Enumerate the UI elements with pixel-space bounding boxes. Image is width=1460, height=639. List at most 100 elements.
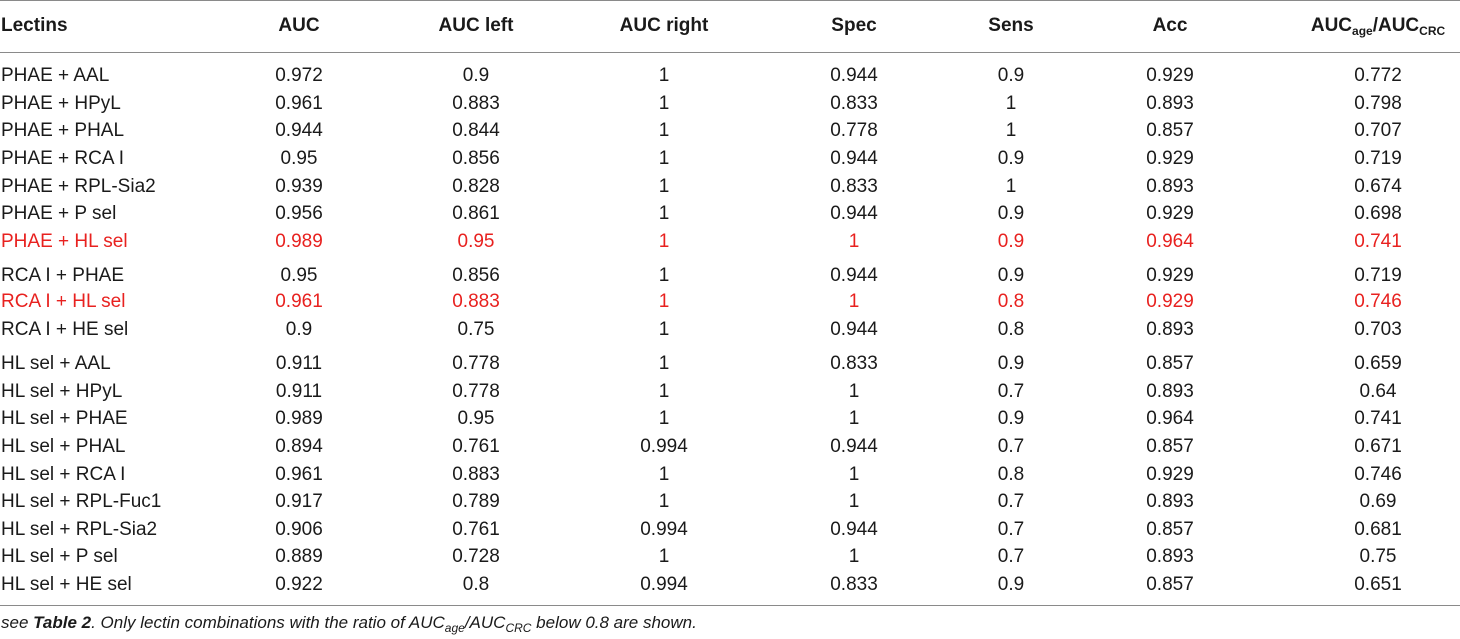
cell-lectins: HL sel + AAL xyxy=(1,353,111,374)
cell-acc: 0.929 xyxy=(1146,65,1194,86)
cell-lectins: HL sel + P sel xyxy=(1,546,118,567)
cell-auc-left: 0.883 xyxy=(452,93,500,114)
cell-auc-left: 0.75 xyxy=(457,319,495,340)
cell-auc-right: 1 xyxy=(658,464,670,485)
cell-sens: 0.8 xyxy=(997,319,1025,340)
cell-auc-left: 0.761 xyxy=(452,436,500,457)
cell-auc: 0.961 xyxy=(275,464,323,485)
cell-auc-ratio: 0.671 xyxy=(1354,436,1402,457)
cell-sens: 0.7 xyxy=(997,546,1025,567)
cell-spec: 0.833 xyxy=(830,176,878,197)
cell-acc: 0.964 xyxy=(1146,408,1194,429)
cell-auc: 0.911 xyxy=(275,381,323,402)
cell-sens: 0.9 xyxy=(997,65,1025,86)
cell-spec: 1 xyxy=(848,546,860,567)
cell-auc-left: 0.728 xyxy=(452,546,500,567)
header-acc: Acc xyxy=(1152,15,1188,36)
cell-lectins: PHAE + RPL-Sia2 xyxy=(1,176,156,197)
cell-spec: 1 xyxy=(848,231,860,252)
cell-lectins: HL sel + HPyL xyxy=(1,381,123,402)
cell-auc: 0.95 xyxy=(280,265,318,286)
cell-auc-ratio: 0.698 xyxy=(1354,203,1402,224)
header-lectins: Lectins xyxy=(1,15,68,36)
header-sens: Sens xyxy=(988,15,1034,36)
cell-auc-right: 0.994 xyxy=(640,436,688,457)
cell-lectins: HL sel + PHAE xyxy=(1,408,128,429)
cell-auc: 0.917 xyxy=(275,491,323,512)
cell-auc-left: 0.778 xyxy=(452,381,500,402)
cell-sens: 0.8 xyxy=(997,291,1025,312)
cell-spec: 0.944 xyxy=(830,265,878,286)
table-bottom-rule xyxy=(0,605,1460,606)
cell-auc-ratio: 0.659 xyxy=(1354,353,1402,374)
cell-acc: 0.929 xyxy=(1146,464,1194,485)
cell-spec: 1 xyxy=(848,291,860,312)
cell-acc: 0.857 xyxy=(1146,436,1194,457)
cell-sens: 0.9 xyxy=(997,408,1025,429)
cell-acc: 0.929 xyxy=(1146,203,1194,224)
cell-auc-ratio: 0.741 xyxy=(1354,231,1402,252)
cell-auc: 0.989 xyxy=(275,408,323,429)
cell-spec: 0.944 xyxy=(830,148,878,169)
cell-acc: 0.857 xyxy=(1146,353,1194,374)
cell-acc: 0.857 xyxy=(1146,574,1194,595)
table-footnote: see Table 2. Only lectin combinations wi… xyxy=(1,613,697,635)
cell-auc-left: 0.861 xyxy=(452,203,500,224)
cell-spec: 1 xyxy=(848,408,860,429)
cell-auc-ratio: 0.703 xyxy=(1354,319,1402,340)
cell-spec: 0.833 xyxy=(830,574,878,595)
cell-auc: 0.894 xyxy=(275,436,323,457)
cell-lectins: RCA I + HL sel xyxy=(1,291,126,312)
cell-auc-right: 0.994 xyxy=(640,574,688,595)
cell-auc-left: 0.778 xyxy=(452,353,500,374)
cell-auc-left: 0.828 xyxy=(452,176,500,197)
cell-spec: 0.944 xyxy=(830,436,878,457)
cell-auc-right: 1 xyxy=(658,291,670,312)
cell-auc-right: 1 xyxy=(658,546,670,567)
cell-auc-ratio: 0.69 xyxy=(1359,491,1397,512)
cell-auc: 0.922 xyxy=(275,574,323,595)
header-auc: AUC xyxy=(278,15,320,36)
cell-sens: 0.7 xyxy=(997,491,1025,512)
cell-auc-ratio: 0.651 xyxy=(1354,574,1402,595)
cell-sens: 0.8 xyxy=(997,464,1025,485)
cell-auc-left: 0.856 xyxy=(452,265,500,286)
cell-spec: 0.944 xyxy=(830,519,878,540)
cell-auc: 0.95 xyxy=(280,148,318,169)
cell-acc: 0.929 xyxy=(1146,148,1194,169)
cell-auc-right: 1 xyxy=(658,491,670,512)
cell-auc-ratio: 0.772 xyxy=(1354,65,1402,86)
cell-sens: 0.9 xyxy=(997,203,1025,224)
cell-spec: 0.833 xyxy=(830,353,878,374)
cell-auc-left: 0.883 xyxy=(452,464,500,485)
table-top-rule xyxy=(0,0,1460,1)
cell-auc: 0.972 xyxy=(275,65,323,86)
header-auc-right: AUC right xyxy=(619,15,709,36)
table-header-rule xyxy=(0,52,1460,53)
cell-acc: 0.929 xyxy=(1146,265,1194,286)
cell-sens: 0.9 xyxy=(997,148,1025,169)
cell-auc-ratio: 0.681 xyxy=(1354,519,1402,540)
cell-acc: 0.893 xyxy=(1146,546,1194,567)
cell-acc: 0.929 xyxy=(1146,291,1194,312)
cell-spec: 0.944 xyxy=(830,65,878,86)
cell-auc-right: 1 xyxy=(658,148,670,169)
cell-auc-right: 1 xyxy=(658,120,670,141)
cell-acc: 0.893 xyxy=(1146,491,1194,512)
cell-auc-ratio: 0.719 xyxy=(1354,148,1402,169)
cell-auc: 0.956 xyxy=(275,203,323,224)
cell-auc-ratio: 0.719 xyxy=(1354,265,1402,286)
cell-lectins: HL sel + RPL-Fuc1 xyxy=(1,491,162,512)
cell-auc-ratio: 0.798 xyxy=(1354,93,1402,114)
cell-spec: 0.833 xyxy=(830,93,878,114)
cell-auc-left: 0.844 xyxy=(452,120,500,141)
cell-auc-right: 1 xyxy=(658,381,670,402)
cell-spec: 1 xyxy=(848,381,860,402)
cell-lectins: HL sel + HE sel xyxy=(1,574,132,595)
cell-sens: 0.9 xyxy=(997,231,1025,252)
cell-auc: 0.961 xyxy=(275,93,323,114)
cell-lectins: PHAE + HPyL xyxy=(1,93,121,114)
cell-auc: 0.9 xyxy=(285,319,313,340)
cell-sens: 0.9 xyxy=(997,574,1025,595)
cell-auc-right: 1 xyxy=(658,65,670,86)
